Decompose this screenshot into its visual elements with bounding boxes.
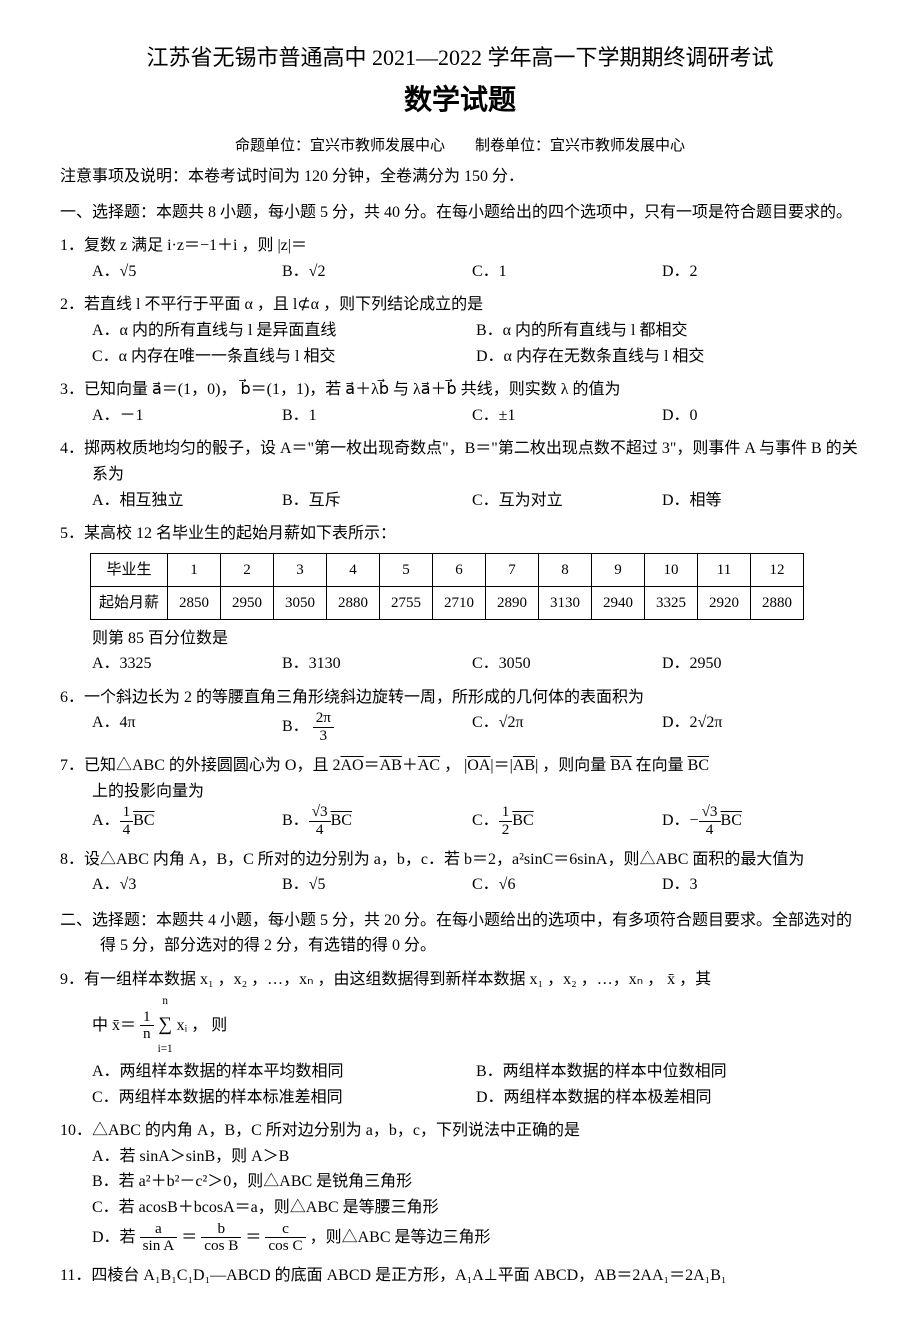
notice: 注意事项及说明：本卷考试时间为 120 分钟，全卷满分为 150 分． <box>60 164 860 190</box>
q9-D: D．两组样本数据的样本极差相同 <box>476 1085 860 1111</box>
q7-C: C．12BC <box>472 804 622 838</box>
q10-stem: 10．△ABC 的内角 A，B，C 所对边分别为 a，b，c，下列说法中正确的是 <box>60 1118 860 1144</box>
q6-A: A．4π <box>92 710 242 744</box>
q10-D: D．若 asin A ＝ bcos B ＝ ccos C ，则△ABC 是等边三… <box>60 1221 860 1255</box>
q5-D: D．2950 <box>662 651 812 677</box>
page-title: 江苏省无锡市普通高中 2021—2022 学年高一下学期期终调研考试 <box>60 40 860 75</box>
table-row: 毕业生 12 34 56 78 910 1112 <box>91 553 804 586</box>
q8-B: B．√5 <box>282 872 432 898</box>
q2-A: A．α 内的所有直线与 l 是异面直线 <box>92 318 476 344</box>
q5-after: 则第 85 百分位数是 <box>60 626 860 652</box>
q3-A: A．－1 <box>92 403 242 429</box>
q7-B: B．√34BC <box>282 804 432 838</box>
q7-D: D．−√34BC <box>662 804 812 838</box>
page-subtitle: 数学试题 <box>60 79 860 124</box>
q1-stem: 1．复数 z 满足 i·z＝−1＋i ，则 |z|＝ <box>60 233 860 259</box>
q5-B: B．3130 <box>282 651 432 677</box>
q3-D: D．0 <box>662 403 812 429</box>
q2-C: C．α 内存在唯一一条直线与 l 相交 <box>92 344 476 370</box>
q2-stem: 2．若直线 l 不平行于平面 α ，且 l⊄α ，则下列结论成立的是 <box>60 292 860 318</box>
q3-C: C．±1 <box>472 403 622 429</box>
q4-B: B．互斥 <box>282 488 432 514</box>
q8-options: A．√3 B．√5 C．√6 D．3 <box>60 872 860 898</box>
q6-stem: 6．一个斜边长为 2 的等腰直角三角形绕斜边旋转一周，所形成的几何体的表面积为 <box>60 685 860 711</box>
q7-A: A．14BC <box>92 804 242 838</box>
q1-B: B．√2 <box>282 259 432 285</box>
meta-right: 制卷单位：宜兴市教师发展中心 <box>475 138 685 154</box>
fraction: 2π3 <box>313 710 334 744</box>
q5-A: A．3325 <box>92 651 242 677</box>
q10-A: A．若 sinA＞sinB，则 A＞B <box>60 1144 860 1170</box>
q11-stem: 11．四棱台 A₁B₁C₁D₁—ABCD 的底面 ABCD 是正方形，A₁A⊥平… <box>60 1263 860 1289</box>
q5-stem: 5．某高校 12 名毕业生的起始月薪如下表所示： <box>60 521 860 547</box>
q6-B: B． 2π3 <box>282 710 432 744</box>
section-1-heading: 一、选择题：本题共 8 小题，每小题 5 分，共 40 分。在每小题给出的四个选… <box>60 200 860 226</box>
q4-C: C．互为对立 <box>472 488 622 514</box>
row2-label: 起始月薪 <box>91 586 168 619</box>
q7-options: A．14BC B．√34BC C．12BC D．−√34BC <box>60 804 860 838</box>
q3-stem: 3．已知向量 a⃗＝(1，0)， b⃗＝(1，1)，若 a⃗＋λb⃗ 与 λa⃗… <box>60 377 860 403</box>
q9-stem-b: 中 x̄＝ 1n n ∑ i=1 xᵢ ， 则 <box>60 993 860 1060</box>
q8-stem: 8．设△ABC 内角 A，B，C 所对的边分别为 a，b，c．若 b＝2，a²s… <box>60 847 860 873</box>
q8-C: C．√6 <box>472 872 622 898</box>
q2-B: B．α 内的所有直线与 l 都相交 <box>476 318 860 344</box>
q6-options: A．4π B． 2π3 C．√2π D．2√2π <box>60 710 860 744</box>
q1-A: A．√5 <box>92 259 242 285</box>
q10-B: B．若 a²＋b²－c²＞0，则△ABC 是锐角三角形 <box>60 1169 860 1195</box>
q3-B: B．1 <box>282 403 432 429</box>
q9-options: A．两组样本数据的样本平均数相同 B．两组样本数据的样本中位数相同 C．两组样本… <box>60 1059 860 1110</box>
q10-C: C．若 acosB＋bcosA＝a，则△ABC 是等腰三角形 <box>60 1195 860 1221</box>
summation: n ∑ i=1 <box>158 993 173 1060</box>
q1-options: A．√5 B．√2 C．1 D．2 <box>60 259 860 285</box>
q1-D: D．2 <box>662 259 812 285</box>
q6-D: D．2√2π <box>662 710 812 744</box>
q7-stem-line2: 上的投影向量为 <box>60 779 860 805</box>
q5-options: A．3325 B．3130 C．3050 D．2950 <box>60 651 860 677</box>
fraction: 1n <box>140 1009 154 1043</box>
q1-C: C．1 <box>472 259 622 285</box>
q6-C: C．√2π <box>472 710 622 744</box>
q4-options: A．相互独立 B．互斥 C．互为对立 D．相等 <box>60 488 860 514</box>
q9-stem-a: 9．有一组样本数据 x₁ ，x₂ ，…，xₙ ，由这组数据得到新样本数据 x₁ … <box>60 967 860 993</box>
q5-table: 毕业生 12 34 56 78 910 1112 起始月薪 28502950 3… <box>90 553 804 620</box>
q4-D: D．相等 <box>662 488 812 514</box>
section-2-heading: 二、选择题：本题共 4 小题，每小题 5 分，共 20 分。在每小题给出的选项中… <box>60 908 860 959</box>
q8-D: D．3 <box>662 872 812 898</box>
q2-D: D．α 内存在无数条直线与 l 相交 <box>476 344 860 370</box>
meta-left: 命题单位：宜兴市教师发展中心 <box>235 138 445 154</box>
q4-stem: 4．掷两枚质地均匀的骰子，设 A＝"第一枚出现奇数点"，B＝"第二枚出现点数不超… <box>60 436 860 487</box>
meta-units: 命题单位：宜兴市教师发展中心 制卷单位：宜兴市教师发展中心 <box>60 134 860 158</box>
q4-A: A．相互独立 <box>92 488 242 514</box>
q9-C: C．两组样本数据的样本标准差相同 <box>92 1085 476 1111</box>
row1-label: 毕业生 <box>91 553 168 586</box>
q3-options: A．－1 B．1 C．±1 D．0 <box>60 403 860 429</box>
q7-stem: 7．已知△ABC 的外接圆圆心为 O，且 2AO＝AB＋AC ， |OA|＝|A… <box>60 753 860 779</box>
q9-B: B．两组样本数据的样本中位数相同 <box>476 1059 860 1085</box>
table-row: 起始月薪 28502950 30502880 27552710 28903130… <box>91 586 804 619</box>
q2-options: A．α 内的所有直线与 l 是异面直线 B．α 内的所有直线与 l 都相交 C．… <box>60 318 860 369</box>
q8-A: A．√3 <box>92 872 242 898</box>
q5-C: C．3050 <box>472 651 622 677</box>
q9-A: A．两组样本数据的样本平均数相同 <box>92 1059 476 1085</box>
